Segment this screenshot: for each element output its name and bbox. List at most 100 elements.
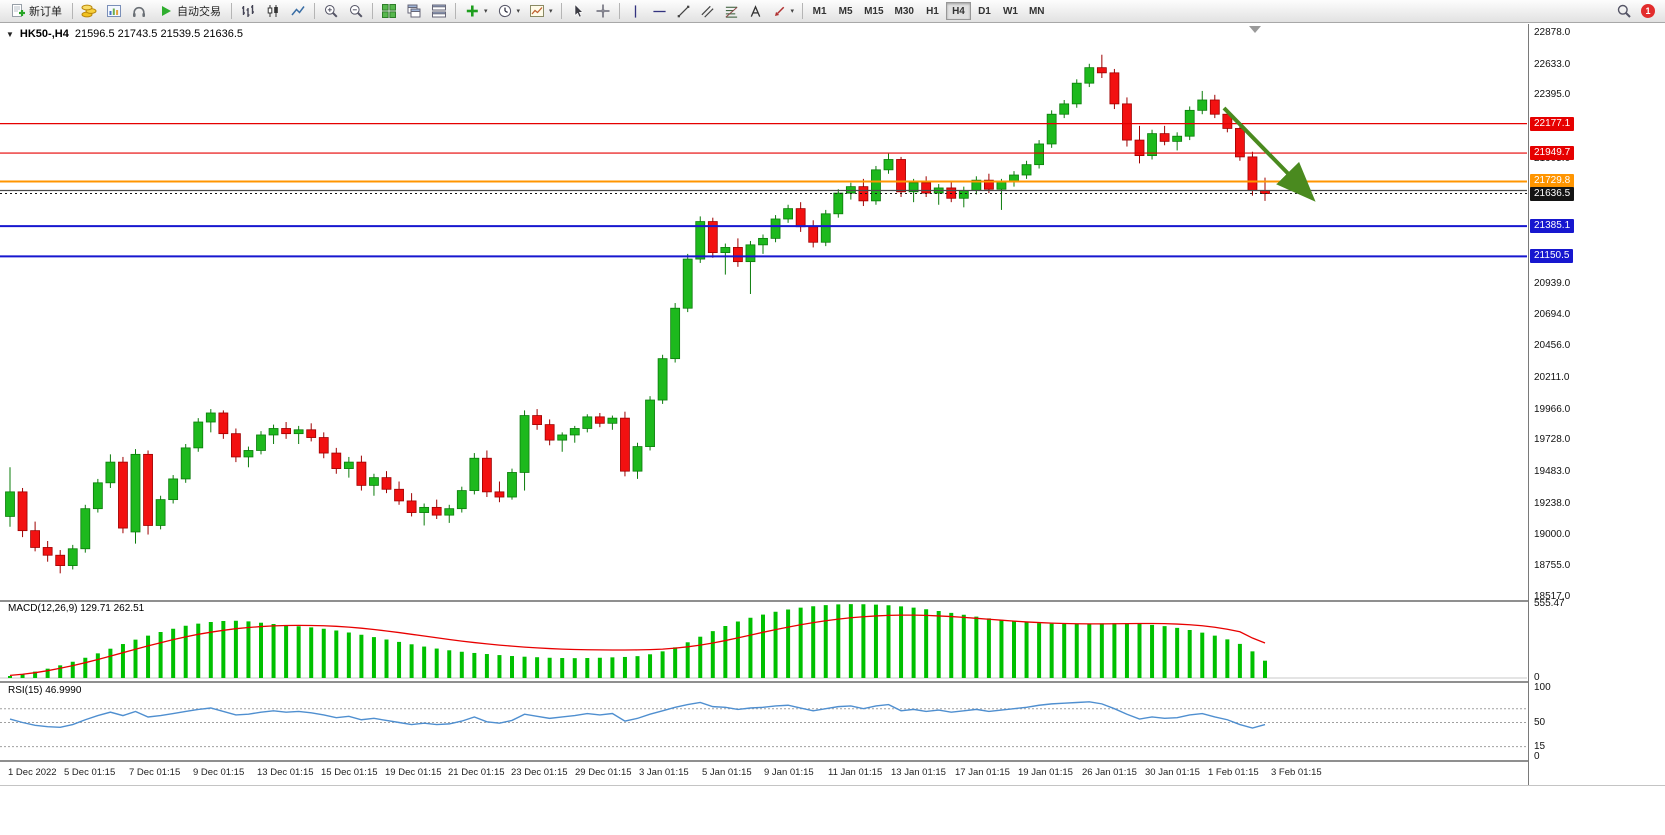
- price-badge: 21636.5: [1530, 186, 1575, 201]
- notification-badge[interactable]: 1: [1641, 4, 1655, 18]
- panel-separator[interactable]: [0, 600, 1528, 602]
- candlestick-chart-canvas[interactable]: [0, 24, 1527, 600]
- toolbar-separator: [72, 3, 73, 19]
- x-axis-label: 17 Jan 01:15: [955, 767, 1010, 778]
- timeframe-button-mn[interactable]: MN: [1024, 2, 1050, 20]
- autotrade-button[interactable]: 自动交易: [152, 1, 227, 21]
- cascade-windows-icon: [407, 4, 421, 18]
- market-watch-button[interactable]: [77, 1, 101, 21]
- price-badge: 21949.7: [1530, 146, 1575, 161]
- support-button[interactable]: [127, 1, 151, 21]
- x-axis-label: 21 Dec 01:15: [448, 767, 505, 778]
- cursor-tool-button[interactable]: [566, 1, 590, 21]
- panel-separator[interactable]: [0, 681, 1528, 683]
- timeframe-button-m30[interactable]: M30: [890, 2, 919, 20]
- price-badge: 21385.1: [1530, 219, 1575, 234]
- indicators-plus-icon: [466, 5, 478, 17]
- toolbar-separator: [802, 3, 804, 19]
- x-axis-label: 9 Dec 01:15: [193, 767, 245, 778]
- timeframe-button-d1[interactable]: D1: [972, 2, 997, 20]
- x-axis-label: 1 Dec 2022: [8, 767, 57, 778]
- bar-chart-style-button[interactable]: [236, 1, 260, 21]
- x-axis-label: 19 Jan 01:15: [1018, 767, 1073, 778]
- arrows-tool-icon: [774, 6, 784, 16]
- toolbar: 新订单 自动交易: [0, 0, 1665, 23]
- tile-windows-button[interactable]: [377, 1, 401, 21]
- y-axis-label: 19000.0: [1534, 528, 1571, 540]
- candles-layer: [5, 54, 1270, 574]
- toolbar-separator: [560, 3, 562, 19]
- timeframe-button-m5[interactable]: M5: [833, 2, 858, 20]
- price-badge: 21729.8: [1530, 174, 1575, 189]
- line-style-icon: [291, 6, 305, 16]
- chart-shift-marker: [1249, 26, 1261, 33]
- chart-ohlc-values: 21596.5 21743.5 21539.5 21636.5: [74, 28, 244, 40]
- price-badge: 21150.5: [1530, 249, 1574, 264]
- x-axis-label: 5 Dec 01:15: [64, 767, 116, 778]
- cascade-windows-button[interactable]: [402, 1, 426, 21]
- horizontal-line-tool-button[interactable]: [648, 1, 671, 21]
- panel-separator[interactable]: [0, 760, 1528, 762]
- text-tool-button[interactable]: [744, 1, 767, 21]
- new-order-label: 新订单: [29, 6, 62, 18]
- x-axis-label: 29 Dec 01:15: [575, 767, 632, 778]
- toolbar-separator: [231, 3, 232, 19]
- x-axis-label: 3 Feb 01:15: [1271, 767, 1322, 778]
- zoom-in-button[interactable]: [319, 1, 343, 21]
- channel-tool-button[interactable]: [696, 1, 719, 21]
- periods-button[interactable]: ▾: [493, 1, 525, 21]
- gold-coins-icon: [81, 4, 97, 18]
- rsi-axis-label: 0: [1534, 751, 1540, 762]
- x-axis-label: 9 Jan 01:15: [764, 767, 814, 778]
- charts-button[interactable]: [102, 1, 126, 21]
- macd-panel[interactable]: [0, 602, 1527, 681]
- chevron-down-icon: ▾: [549, 8, 553, 15]
- headphones-icon: [133, 6, 145, 17]
- chart-dropdown-icon[interactable]: ▼: [6, 29, 14, 39]
- y-axis-label: 18755.0: [1534, 560, 1571, 572]
- zoom-out-button[interactable]: [344, 1, 368, 21]
- autotrade-label: 自动交易: [177, 6, 221, 18]
- toolbar-separator: [455, 3, 456, 19]
- y-axis-label: 19966.0: [1534, 403, 1571, 415]
- timeframe-button-h4[interactable]: H4: [945, 2, 971, 20]
- timeframe-button-h1[interactable]: H1: [920, 2, 945, 20]
- candlestick-style-button[interactable]: [261, 1, 285, 21]
- new-order-button[interactable]: 新订单: [4, 1, 68, 21]
- annotation-arrow: [1222, 106, 1316, 202]
- candlestick-style-icon: [267, 5, 278, 17]
- timeframe-button-m1[interactable]: M1: [807, 2, 832, 20]
- horizontal-line-icon: [652, 10, 666, 12]
- chevron-down-icon: ▾: [484, 8, 488, 15]
- timeframe-button-w1[interactable]: W1: [998, 2, 1023, 20]
- cursor-icon: [574, 3, 583, 18]
- y-axis-label: 22878.0: [1534, 27, 1571, 38]
- line-chart-style-button[interactable]: [286, 1, 310, 21]
- rsi-label: RSI(15) 46.9990: [8, 685, 82, 696]
- date-axis[interactable]: 1 Dec 2022 5 Dec 01:15 7 Dec 01:15 9 Dec 01…: [0, 762, 1528, 785]
- timeframe-button-m15[interactable]: M15: [859, 2, 888, 20]
- indicators-button[interactable]: ▾: [460, 1, 492, 21]
- arrows-tool-button[interactable]: ▾: [768, 1, 799, 21]
- y-axis-label: 22395.0: [1534, 89, 1571, 101]
- window-bottom-area: [0, 785, 1665, 835]
- trendline-icon: [677, 5, 689, 17]
- chart-title: ▼ HK50-,H4 21596.5 21743.5 21539.5 21636…: [6, 28, 243, 40]
- x-axis-label: 1 Feb 01:15: [1208, 767, 1259, 778]
- x-axis-label: 23 Dec 01:15: [511, 767, 568, 778]
- fibonacci-tool-button[interactable]: [720, 1, 743, 21]
- templates-icon: [530, 5, 545, 17]
- main-chart[interactable]: ▼ HK50-,H4 21596.5 21743.5 21539.5 21636…: [0, 24, 1528, 600]
- tile-horizontal-button[interactable]: [427, 1, 451, 21]
- price-axis[interactable]: 22878.022633.022395.021905.020939.020694…: [1528, 24, 1665, 785]
- trendline-tool-button[interactable]: [672, 1, 695, 21]
- rsi-panel[interactable]: [0, 683, 1527, 760]
- y-axis-label: 18517.0: [1534, 591, 1571, 602]
- vertical-line-tool-button[interactable]: [624, 1, 647, 21]
- chevron-down-icon: ▾: [790, 8, 795, 15]
- timeframe-group: M1 M5 M15 M30 H1 H4 D1 W1 MN: [807, 2, 1049, 20]
- templates-button[interactable]: ▾: [525, 1, 557, 21]
- x-axis-label: 30 Jan 01:15: [1145, 767, 1200, 778]
- crosshair-tool-button[interactable]: [591, 1, 615, 21]
- search-button[interactable]: [1612, 1, 1636, 21]
